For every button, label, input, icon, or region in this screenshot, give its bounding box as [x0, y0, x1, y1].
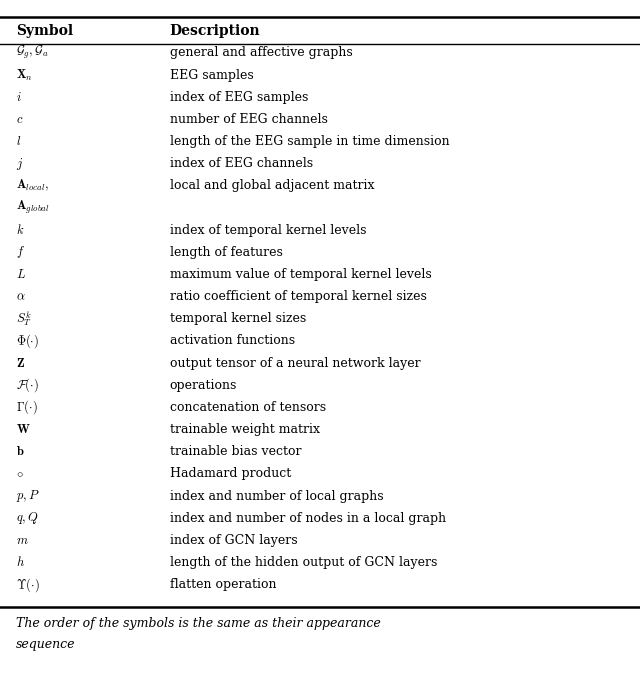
Text: temporal kernel sizes: temporal kernel sizes	[170, 313, 306, 325]
Text: $\mathbf{A}_{local},$: $\mathbf{A}_{local},$	[16, 178, 49, 193]
Text: sequence: sequence	[16, 637, 76, 651]
Text: operations: operations	[170, 379, 237, 392]
Text: index of temporal kernel levels: index of temporal kernel levels	[170, 224, 366, 237]
Text: $i$: $i$	[16, 91, 22, 104]
Text: index and number of nodes in a local graph: index and number of nodes in a local gra…	[170, 512, 445, 525]
Text: length of the EEG sample in time dimension: length of the EEG sample in time dimensi…	[170, 135, 449, 148]
Text: $\mathbf{A}_{global}$: $\mathbf{A}_{global}$	[16, 199, 50, 216]
Text: trainable weight matrix: trainable weight matrix	[170, 423, 319, 436]
Text: trainable bias vector: trainable bias vector	[170, 445, 301, 458]
Text: $f$: $f$	[16, 244, 25, 260]
Text: Symbol: Symbol	[16, 24, 73, 37]
Text: $L$: $L$	[16, 268, 26, 281]
Text: $\mathbf{Z}$: $\mathbf{Z}$	[16, 357, 25, 370]
Text: $\mathcal{G}_g,\mathcal{G}_a$: $\mathcal{G}_g,\mathcal{G}_a$	[16, 44, 49, 62]
Text: index of EEG channels: index of EEG channels	[170, 157, 313, 170]
Text: index and number of local graphs: index and number of local graphs	[170, 490, 383, 502]
Text: $j$: $j$	[16, 156, 23, 172]
Text: flatten operation: flatten operation	[170, 578, 276, 591]
Text: concatenation of tensors: concatenation of tensors	[170, 401, 326, 414]
Text: $\Gamma(\cdot)$: $\Gamma(\cdot)$	[16, 399, 38, 416]
Text: output tensor of a neural network layer: output tensor of a neural network layer	[170, 357, 420, 370]
Text: index of EEG samples: index of EEG samples	[170, 91, 308, 104]
Text: The order of the symbols is the same as their appearance: The order of the symbols is the same as …	[16, 617, 381, 631]
Text: $p, P$: $p, P$	[16, 488, 40, 504]
Text: length of features: length of features	[170, 246, 282, 259]
Text: $c$: $c$	[16, 113, 24, 126]
Text: $\alpha$: $\alpha$	[16, 290, 26, 303]
Text: index of GCN layers: index of GCN layers	[170, 534, 297, 547]
Text: $m$: $m$	[16, 534, 29, 547]
Text: $\Upsilon(\cdot)$: $\Upsilon(\cdot)$	[16, 576, 40, 593]
Text: $k$: $k$	[16, 223, 24, 237]
Text: $\mathcal{F}(\cdot)$: $\mathcal{F}(\cdot)$	[16, 376, 39, 394]
Text: maximum value of temporal kernel levels: maximum value of temporal kernel levels	[170, 268, 431, 281]
Text: $\circ$: $\circ$	[16, 467, 24, 481]
Text: Hadamard product: Hadamard product	[170, 467, 291, 481]
Text: Description: Description	[170, 24, 260, 37]
Text: length of the hidden output of GCN layers: length of the hidden output of GCN layer…	[170, 556, 437, 569]
Text: $\mathbf{W}$: $\mathbf{W}$	[16, 423, 31, 436]
Text: EEG samples: EEG samples	[170, 68, 253, 81]
Text: $q, Q$: $q, Q$	[16, 510, 38, 526]
Text: $l$: $l$	[16, 135, 21, 148]
Text: $\mathbf{X}_n$: $\mathbf{X}_n$	[16, 68, 33, 83]
Text: local and global adjacent matrix: local and global adjacent matrix	[170, 179, 374, 193]
Text: ratio coefficient of temporal kernel sizes: ratio coefficient of temporal kernel siz…	[170, 290, 426, 303]
Text: activation functions: activation functions	[170, 334, 295, 347]
Text: general and affective graphs: general and affective graphs	[170, 46, 353, 60]
Text: $h$: $h$	[16, 555, 25, 570]
Text: $\mathbf{b}$: $\mathbf{b}$	[16, 445, 24, 458]
Text: $S_T^k$: $S_T^k$	[16, 309, 32, 328]
Text: number of EEG channels: number of EEG channels	[170, 113, 328, 126]
Text: $\Phi(\cdot)$: $\Phi(\cdot)$	[16, 332, 39, 350]
